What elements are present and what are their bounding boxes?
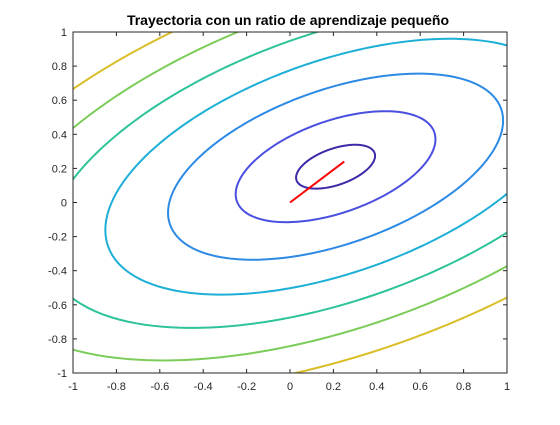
x-tick-label: -0.2 bbox=[237, 381, 256, 393]
contour-line-1 bbox=[295, 143, 377, 190]
x-axis-ticks: -1 -0.8 -0.6 -0.4 -0.2 0 0.2 0.4 0.6 0.8 1 bbox=[68, 32, 510, 393]
y-tick-label: 0 bbox=[61, 198, 67, 210]
y-tick-label: -1 bbox=[57, 368, 67, 380]
x-tick-label: 0.8 bbox=[456, 381, 471, 393]
y-axis-ticks: -1 -0.8 -0.6 -0.4 -0.2 0 0.2 0.4 0.6 0.8 1 bbox=[48, 27, 507, 380]
trajectory-series-1 bbox=[289, 160, 345, 204]
chart-title: Trayectoria con un ratio de aprendizaje … bbox=[127, 12, 449, 28]
y-tick-label: -0.6 bbox=[48, 300, 67, 312]
y-tick-label: 0.2 bbox=[52, 163, 67, 175]
contour-line-4 bbox=[104, 37, 507, 296]
y-tick-label: -0.8 bbox=[48, 334, 67, 346]
x-tick-label: -1 bbox=[68, 381, 78, 393]
y-tick-label: 0.8 bbox=[52, 61, 67, 73]
x-tick-label: 0.4 bbox=[369, 381, 384, 393]
y-tick-label: 0.4 bbox=[52, 129, 67, 141]
y-tick-label: 1 bbox=[61, 27, 67, 39]
contour-line-3 bbox=[167, 72, 505, 261]
x-tick-label: 0.6 bbox=[413, 381, 428, 393]
contour-line-5 bbox=[73, 32, 507, 329]
y-tick-label: -0.4 bbox=[48, 266, 67, 278]
trajectory-line bbox=[289, 160, 345, 204]
contour-line-6 bbox=[73, 32, 507, 362]
x-tick-label: -0.4 bbox=[194, 381, 213, 393]
contour-line-2 bbox=[234, 110, 437, 224]
x-tick-label: 1 bbox=[504, 381, 510, 393]
y-tick-label: 0.6 bbox=[52, 95, 67, 107]
x-tick-label: 0 bbox=[287, 381, 293, 393]
contour-lines bbox=[73, 32, 507, 373]
x-tick-label: -0.6 bbox=[150, 381, 169, 393]
contour-line-7 bbox=[73, 32, 507, 373]
y-tick-label: -0.2 bbox=[48, 232, 67, 244]
x-tick-label: 0.2 bbox=[326, 381, 341, 393]
x-tick-label: -0.8 bbox=[107, 381, 126, 393]
